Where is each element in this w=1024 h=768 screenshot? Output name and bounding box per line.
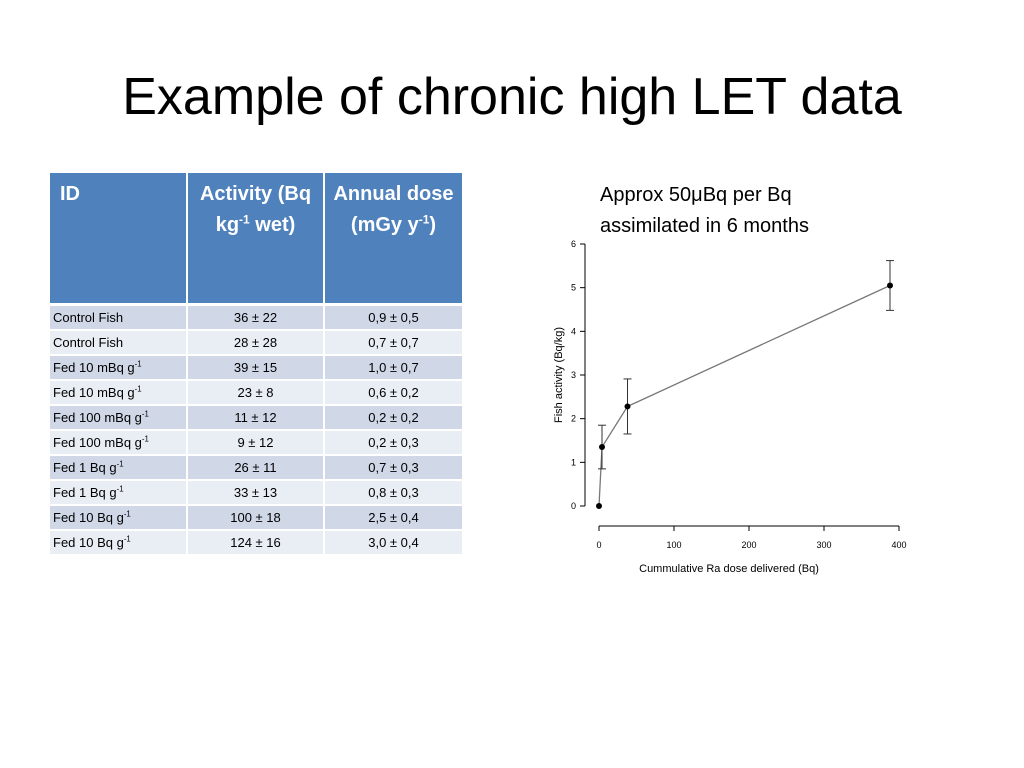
table-body: Control Fish 36 ± 22 0,9 ± 0,5 Control Fish… bbox=[50, 304, 462, 556]
cell-activity: 11 ± 12 bbox=[187, 405, 325, 431]
table-row: Fed 100 mBq g-1 9 ± 12 0,2 ± 0,3 bbox=[50, 430, 462, 456]
cell-activity: 26 ± 11 bbox=[187, 455, 325, 481]
chart-caption: Approx 50μBq per Bq assimilated in 6 mon… bbox=[600, 180, 900, 242]
cell-activity: 39 ± 15 bbox=[187, 355, 325, 381]
cell-id-text: Control Fish bbox=[53, 310, 124, 325]
cell-annual-dose: 0,6 ± 0,2 bbox=[324, 380, 462, 406]
x-tick-label: 300 bbox=[816, 540, 831, 550]
header-activity-sup: -1 bbox=[239, 212, 250, 227]
cell-id-text: Fed 1 Bq g bbox=[53, 485, 117, 500]
table-row: Fed 10 mBq g-1 39 ± 15 1,0 ± 0,7 bbox=[50, 355, 462, 381]
header-activity-tail: wet) bbox=[249, 214, 296, 236]
x-tick-label: 100 bbox=[666, 540, 681, 550]
cell-id: Fed 10 mBq g-1 bbox=[50, 355, 188, 381]
data-table: ID Activity (Bq kg-1 wet) Annual dose (m… bbox=[50, 173, 462, 556]
y-axis-label: Fish activity (Bq/kg) bbox=[553, 327, 565, 423]
x-tick-label: 0 bbox=[596, 540, 601, 550]
cell-annual-dose: 0,8 ± 0,3 bbox=[324, 480, 462, 506]
cell-id-text: Fed 100 mBq g bbox=[53, 435, 142, 450]
cell-id-text: Fed 100 mBq g bbox=[53, 410, 142, 425]
data-point bbox=[599, 444, 605, 451]
y-tick-label: 1 bbox=[571, 457, 576, 467]
table-row: Fed 100 mBq g-1 11 ± 12 0,2 ± 0,2 bbox=[50, 405, 462, 431]
slide-title: Example of chronic high LET data bbox=[122, 68, 902, 126]
header-annual-dose: Annual dose (mGy y-1) bbox=[324, 173, 462, 306]
cell-id-text: Fed 10 Bq g bbox=[53, 535, 124, 550]
cell-id-sup: -1 bbox=[116, 484, 124, 494]
cell-id-text: Fed 1 Bq g bbox=[53, 460, 117, 475]
table-row: Fed 1 Bq g-1 26 ± 11 0,7 ± 0,3 bbox=[50, 455, 462, 481]
table-row: Fed 1 Bq g-1 33 ± 13 0,8 ± 0,3 bbox=[50, 480, 462, 506]
table-row: Fed 10 Bq g-1 124 ± 16 3,0 ± 0,4 bbox=[50, 530, 462, 556]
cell-id: Fed 10 Bq g-1 bbox=[50, 530, 188, 556]
cell-annual-dose: 0,7 ± 0,7 bbox=[324, 330, 462, 356]
cell-annual-dose: 0,2 ± 0,3 bbox=[324, 430, 462, 456]
cell-id: Control Fish bbox=[50, 330, 188, 356]
x-tick-label: 400 bbox=[891, 540, 906, 550]
activity-chart: 0 1 2 3 4 5 6 0 100 200 300 400 Cummulative Ra dose … bbox=[553, 239, 907, 575]
header-activity: Activity (Bq kg-1 wet) bbox=[187, 173, 325, 306]
y-tick-label: 4 bbox=[571, 326, 576, 336]
cell-annual-dose: 0,2 ± 0,2 bbox=[324, 405, 462, 431]
header-dose-text: Annual dose (mGy y bbox=[333, 183, 454, 236]
cell-id-sup: -1 bbox=[141, 434, 149, 444]
x-axis-label: Cummulative Ra dose delivered (Bq) bbox=[639, 563, 819, 575]
cell-id-sup: -1 bbox=[141, 409, 149, 419]
cell-annual-dose: 2,5 ± 0,4 bbox=[324, 505, 462, 531]
y-tick-label: 2 bbox=[571, 414, 576, 424]
table-row: Fed 10 mBq g-1 23 ± 8 0,6 ± 0,2 bbox=[50, 380, 462, 406]
cell-activity: 28 ± 28 bbox=[187, 330, 325, 356]
cell-activity: 33 ± 13 bbox=[187, 480, 325, 506]
cell-activity: 9 ± 12 bbox=[187, 430, 325, 456]
data-point bbox=[624, 403, 631, 410]
table-row: Fed 10 Bq g-1 100 ± 18 2,5 ± 0,4 bbox=[50, 505, 462, 531]
cell-id: Fed 10 Bq g-1 bbox=[50, 505, 188, 531]
header-id: ID bbox=[50, 173, 188, 306]
cell-id-text: Fed 10 Bq g bbox=[53, 510, 124, 525]
table-row: Control Fish 28 ± 28 0,7 ± 0,7 bbox=[50, 330, 462, 356]
cell-id-sup: -1 bbox=[134, 384, 142, 394]
cell-activity: 100 ± 18 bbox=[187, 505, 325, 531]
cell-id: Fed 10 mBq g-1 bbox=[50, 380, 188, 406]
y-tick-label: 3 bbox=[571, 370, 576, 380]
cell-id: Fed 100 mBq g-1 bbox=[50, 405, 188, 431]
cell-activity: 124 ± 16 bbox=[187, 530, 325, 556]
cell-id-text: Fed 10 mBq g bbox=[53, 360, 135, 375]
table-row: Control Fish 36 ± 22 0,9 ± 0,5 bbox=[50, 304, 462, 331]
data-point bbox=[887, 282, 893, 289]
cell-id: Fed 100 mBq g-1 bbox=[50, 430, 188, 456]
cell-id-sup: -1 bbox=[123, 534, 131, 544]
cell-activity: 36 ± 22 bbox=[187, 304, 325, 331]
cell-annual-dose: 1,0 ± 0,7 bbox=[324, 355, 462, 381]
y-tick-label: 6 bbox=[571, 239, 576, 249]
header-activity-text: Activity (Bq kg bbox=[199, 183, 312, 236]
y-tick-label: 0 bbox=[571, 501, 576, 511]
cell-id: Control Fish bbox=[50, 304, 188, 331]
cell-id: Fed 1 Bq g-1 bbox=[50, 480, 188, 506]
cell-id-text: Control Fish bbox=[53, 335, 124, 350]
caption-line-1: Approx 50μBq per Bq bbox=[600, 184, 792, 206]
header-dose-sup: -1 bbox=[418, 212, 430, 227]
x-tick-label: 200 bbox=[741, 540, 756, 550]
cell-id-sup: -1 bbox=[123, 509, 131, 519]
table-header-row: ID Activity (Bq kg-1 wet) Annual dose (m… bbox=[50, 173, 462, 306]
cell-annual-dose: 0,7 ± 0,3 bbox=[324, 455, 462, 481]
series-line bbox=[598, 284, 891, 507]
cell-activity: 23 ± 8 bbox=[187, 380, 325, 406]
data-point bbox=[596, 503, 602, 509]
cell-annual-dose: 3,0 ± 0,4 bbox=[324, 530, 462, 556]
caption-line-2: assimilated in 6 months bbox=[600, 215, 809, 237]
y-tick-label: 5 bbox=[571, 283, 576, 293]
cell-annual-dose: 0,9 ± 0,5 bbox=[324, 304, 462, 331]
cell-id: Fed 1 Bq g-1 bbox=[50, 455, 188, 481]
cell-id-text: Fed 10 mBq g bbox=[53, 385, 135, 400]
header-id-text: ID bbox=[60, 183, 80, 205]
header-dose-tail: ) bbox=[429, 214, 437, 236]
cell-id-sup: -1 bbox=[134, 359, 142, 369]
cell-id-sup: -1 bbox=[116, 459, 124, 469]
